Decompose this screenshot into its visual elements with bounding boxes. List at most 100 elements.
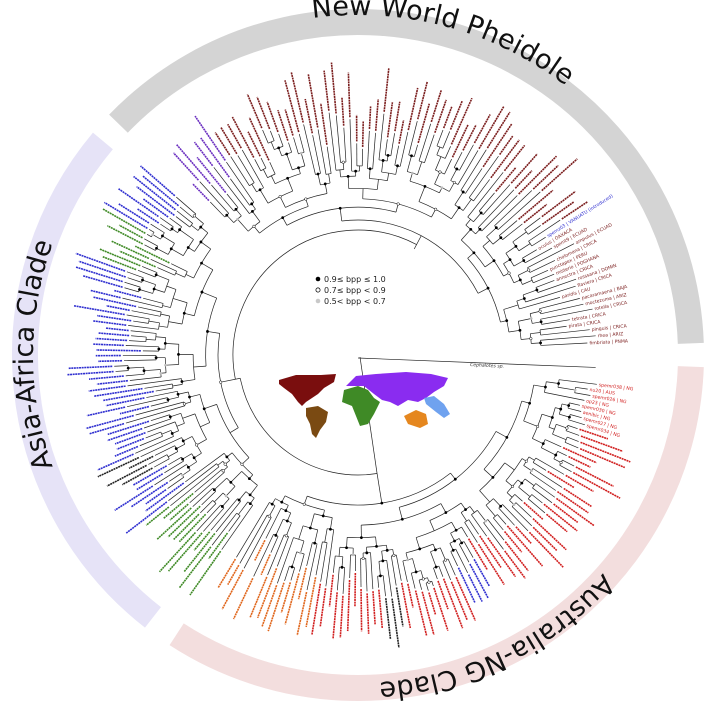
support-high (126, 366, 130, 370)
branch (146, 390, 178, 398)
branch (317, 173, 321, 185)
branch (267, 534, 285, 576)
branch-arc (170, 289, 177, 308)
support-high (491, 476, 495, 479)
branch (165, 364, 179, 366)
tip-label-placeholder (96, 349, 141, 352)
support-high (557, 382, 560, 385)
support-high (359, 536, 363, 540)
branch (531, 494, 543, 504)
branch (142, 279, 156, 285)
branch-arc (436, 145, 443, 149)
branch (450, 533, 455, 542)
tip-label-placeholder (96, 314, 132, 322)
branch (418, 123, 432, 162)
support-high (258, 188, 262, 192)
tip-label-placeholder (98, 332, 130, 337)
branch (176, 210, 193, 224)
branch-arc (322, 541, 328, 544)
branch-arc (166, 454, 170, 460)
branch (129, 376, 162, 381)
branch (346, 537, 348, 548)
branch (220, 377, 241, 383)
support-high (535, 288, 539, 292)
support-high (499, 236, 503, 240)
branch (293, 137, 299, 155)
tip-label-placeholder (119, 405, 150, 415)
support-mid (538, 309, 542, 313)
support-low (236, 217, 239, 221)
tip-label-placeholder (498, 135, 514, 156)
branch (541, 413, 553, 418)
branch (436, 129, 444, 147)
support-high (290, 565, 294, 569)
branch (418, 186, 426, 202)
tip-label-placeholder (227, 123, 242, 149)
branch (505, 246, 517, 254)
tip-label-placeholder (85, 414, 134, 430)
support-low (224, 494, 228, 498)
tree-branches (114, 112, 597, 597)
branch (454, 191, 464, 206)
branch (540, 303, 584, 315)
branch (347, 176, 350, 189)
support-high (559, 407, 563, 411)
branch (166, 285, 177, 290)
tip-label-placeholder (473, 114, 491, 144)
branch (150, 258, 177, 272)
tip-label-placeholder (103, 201, 148, 230)
branch (569, 402, 581, 406)
clade-label: Australia-NG Clade (378, 568, 620, 706)
branch (183, 436, 193, 442)
support-high (174, 447, 178, 451)
branch (530, 269, 549, 279)
branch-arc (174, 271, 177, 276)
outgroup-branch (357, 357, 596, 368)
tip-label: tetrata | CRICA (571, 311, 607, 323)
tip-label-placeholder (107, 420, 150, 436)
branch (290, 567, 296, 581)
branch-arc (148, 318, 150, 324)
tip-label-placeholder (421, 591, 435, 636)
branch (154, 458, 170, 468)
branch (513, 260, 524, 267)
branch (144, 383, 173, 389)
branch (481, 195, 518, 232)
branch-arc (189, 223, 193, 228)
support-high (138, 288, 141, 291)
branch (343, 127, 347, 163)
tip-label-placeholder (398, 120, 405, 144)
branch (465, 219, 471, 226)
branch (277, 537, 294, 584)
support-high (354, 169, 358, 173)
branch (557, 386, 576, 391)
branch (487, 519, 505, 541)
support-high (308, 526, 312, 530)
branch (447, 558, 456, 576)
branch (398, 507, 403, 520)
support-high (316, 172, 320, 176)
branch (286, 512, 292, 522)
tip-label-placeholder (106, 304, 130, 312)
support-high (338, 206, 342, 210)
branch (503, 304, 519, 310)
branch (179, 206, 194, 218)
branch-arc (174, 421, 179, 431)
branch (326, 146, 332, 174)
tip-label-placeholder (178, 546, 212, 589)
tip-label-placeholder (506, 525, 544, 567)
branch (210, 201, 226, 218)
tip-label-placeholder (178, 513, 207, 543)
tip-label-placeholder (430, 90, 442, 123)
support-high (340, 565, 344, 569)
branch (546, 381, 559, 384)
tip-label-placeholder (450, 581, 468, 621)
branch (425, 582, 429, 591)
branch (229, 427, 239, 433)
branch (412, 558, 417, 573)
branch (154, 464, 187, 486)
branch (278, 147, 283, 156)
support-high (270, 502, 274, 506)
support-high (539, 341, 542, 345)
